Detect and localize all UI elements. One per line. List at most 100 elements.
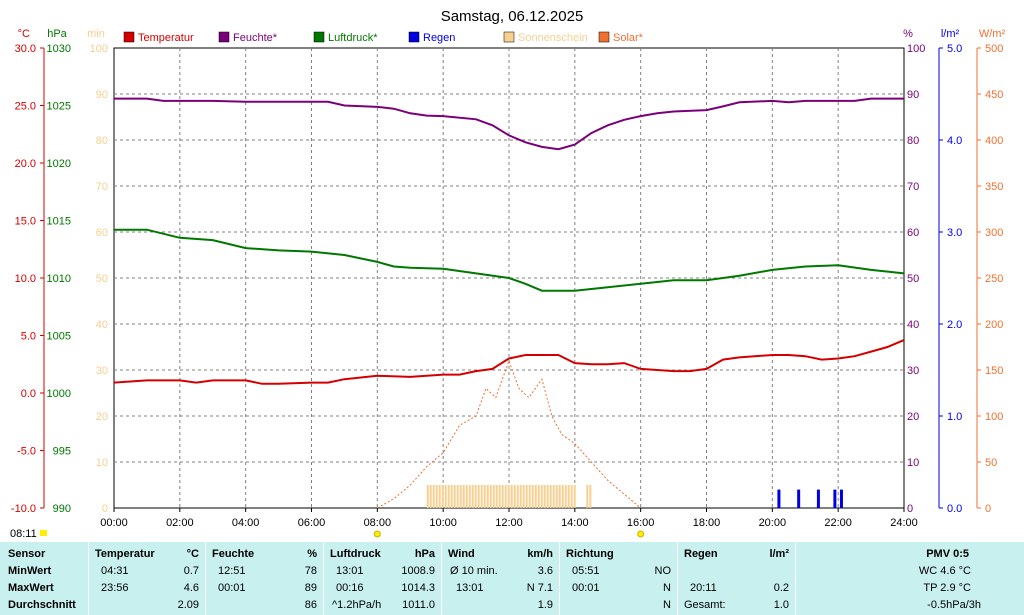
sunshine-bar: [513, 485, 516, 508]
solar-tick-label: 450: [985, 89, 1003, 101]
axis-tick-labels: 30.025.020.015.010.05.00.0-5.0-10.010301…: [11, 43, 1003, 515]
sunshine-bar: [586, 485, 589, 508]
sunshine-bar: [561, 485, 564, 508]
sunshine-bar: [573, 485, 576, 508]
pressure-tick-label: 1025: [47, 101, 71, 113]
temp-tick-label: 5.0: [21, 331, 36, 343]
sunshine-bar: [426, 485, 429, 508]
sunshine-bar: [456, 485, 459, 508]
stats-col-richtung: Richtung 05:51 NO 00:01 N N: [559, 542, 677, 615]
temp-tick-label: -5.0: [17, 446, 36, 458]
stats-cell: 1008.9: [401, 565, 435, 577]
solar-tick-label: 0: [985, 503, 991, 515]
x-tick-label: 14:00: [561, 517, 589, 529]
rain-bar: [833, 489, 837, 508]
sunshine-bar: [486, 485, 489, 508]
corner-sun-marker: [40, 530, 47, 536]
humidity-tick-label: 0: [907, 503, 913, 515]
legend-label: Temperatur: [138, 32, 194, 44]
stats-cell: Gesamt:: [684, 599, 726, 611]
legend-swatch: [218, 31, 230, 43]
x-tick-label: 08:00: [364, 517, 392, 529]
sun-markers: [373, 530, 645, 538]
rain-bar: [777, 489, 781, 508]
stats-cell: 0.2: [773, 582, 789, 594]
sunshine-bar: [435, 485, 438, 508]
rain-tick-label: 1.0: [947, 411, 962, 423]
sunshine-bar: [537, 485, 540, 508]
stats-luftdruck-unit: hPa: [414, 548, 435, 560]
axis-unit-label: hPa: [47, 28, 67, 40]
series-line-temp: [113, 339, 905, 385]
stats-row-label: MaxWert: [8, 582, 54, 594]
stats-sensor-header: Sensor: [8, 548, 46, 560]
humidity-tick-label: 10: [907, 457, 919, 469]
stats-cell: 12:51: [218, 565, 246, 577]
humidity-tick-label: 60: [907, 227, 919, 239]
sunshine-bar: [531, 485, 534, 508]
stats-cell: 2.09: [177, 599, 199, 611]
sun-marker: [637, 530, 645, 538]
stats-cell: Ø 10 min.: [450, 565, 498, 577]
stats-cell: 04:31: [101, 565, 129, 577]
stats-cell: 13:01: [336, 565, 364, 577]
sun-marker: [373, 530, 381, 538]
stats-cell: NO: [654, 565, 672, 577]
sunshine-bar: [519, 485, 522, 508]
stats-feuchte-header: Feuchte: [212, 548, 255, 560]
stats-cell: 13:01: [456, 582, 484, 594]
sunshine-bar: [450, 485, 453, 508]
stats-cell: 0.7: [183, 565, 199, 577]
humidity-tick-label: 30: [907, 365, 919, 377]
sunshine-bar: [483, 485, 486, 508]
stats-cell: WC 4.6 °C: [918, 565, 971, 577]
corner-time-label: 08:11: [10, 528, 37, 540]
sunshine-bar: [516, 485, 519, 508]
legend-label: Sonnenschein: [518, 32, 588, 44]
sunshine-bar: [522, 485, 525, 508]
stats-cell: 1014.3: [401, 582, 435, 594]
sunshine-bar: [465, 485, 468, 508]
sunshine-tick-label: 0: [102, 503, 108, 515]
sunshine-tick-label: 10: [96, 457, 108, 469]
stats-cell: N: [663, 599, 671, 611]
pressure-tick-label: 995: [53, 446, 71, 458]
axis-unit-labels: °C hPa min% l/m² W/m²: [18, 28, 1006, 40]
sunshine-bar: [438, 485, 441, 508]
stats-cell: 20:11: [690, 582, 717, 594]
temp-tick-label: 10.0: [15, 273, 36, 285]
sunshine-tick-label: 100: [90, 43, 108, 55]
x-tick-label: 24:00: [890, 517, 918, 529]
stats-cell: 78: [304, 565, 317, 577]
stats-col-wind: Wind km/h Ø 10 min. 3.6 13:01 N 7.1 1.9: [441, 542, 559, 615]
solar-tick-label: 400: [985, 135, 1003, 147]
sunshine-bar: [453, 485, 456, 508]
stats-row-label: MinWert: [8, 565, 52, 577]
stats-cell: 00:01: [572, 582, 600, 594]
sunshine-bar: [501, 485, 504, 508]
x-tick-label: 22:00: [824, 517, 852, 529]
x-tick-label: 16:00: [627, 517, 655, 529]
stats-cell: 1.9: [537, 599, 553, 611]
pressure-tick-label: 1015: [47, 216, 71, 228]
sunshine-bar: [474, 485, 477, 508]
stats-col-sensor: Sensor MinWert MaxWert Durchschnitt: [0, 542, 87, 615]
sunshine-tick-label: 50: [96, 273, 108, 285]
sunshine-bars: [426, 485, 592, 508]
sunshine-bar: [441, 485, 444, 508]
pressure-tick-label: 990: [53, 503, 71, 515]
legend-label: Regen: [423, 32, 455, 44]
stats-row-label: Durchschnitt: [8, 599, 76, 611]
stats-wind-unit: km/h: [527, 548, 553, 560]
pressure-tick-label: 1010: [47, 273, 71, 285]
legend-swatch: [598, 31, 610, 43]
legend-label: Luftdruck*: [328, 32, 378, 44]
stats-col-feuchte: Feuchte % 12:51 78 00:01 89 86: [205, 542, 323, 615]
sunshine-bar: [552, 485, 555, 508]
sunshine-bar: [480, 485, 483, 508]
stats-cell: ^1.2hPa/h: [332, 599, 382, 611]
temp-tick-label: 30.0: [15, 43, 36, 55]
sunshine-bar: [567, 485, 570, 508]
humidity-tick-label: 40: [907, 319, 919, 331]
sunshine-bar: [546, 485, 549, 508]
